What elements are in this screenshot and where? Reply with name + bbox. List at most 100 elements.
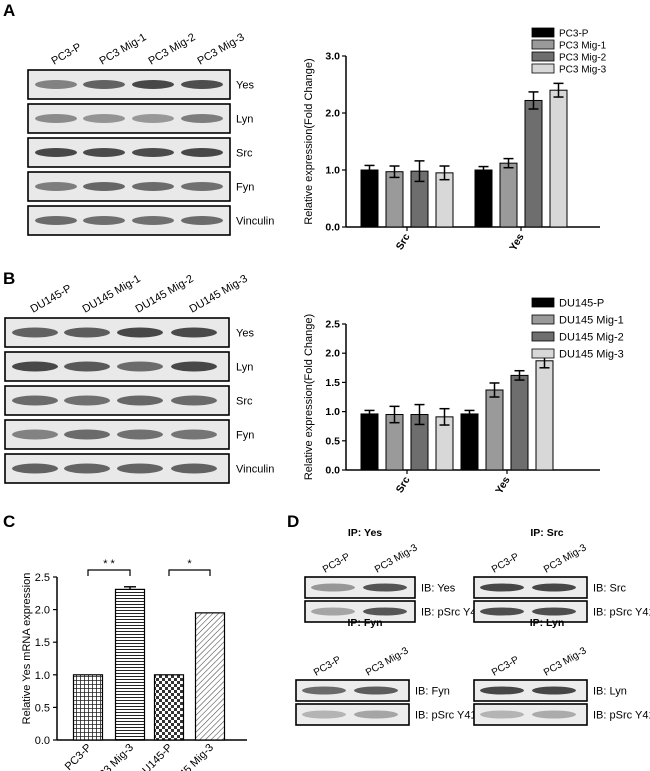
chart-b-ytick-label: 0.0: [325, 465, 340, 477]
blot-b-lane-label-1: DU145-P: [29, 283, 74, 316]
chart-a-legend-swatch-2: [531, 39, 555, 50]
chart-a-bar-yes-pc3-mig-2: [524, 99, 543, 228]
blot-b-row-label-yes: Yes: [236, 328, 254, 340]
ip-ip-src-strip-2: [473, 600, 588, 623]
blot-b-band-vinculin-2: [64, 463, 110, 474]
chart-c-ytick-label: 2.0: [35, 605, 50, 617]
chart-a-bar-src-pc3-mig-3: [435, 172, 454, 228]
blot-a-row-label-lyn: Lyn: [236, 114, 253, 126]
blot-a-band-lyn-2: [83, 114, 125, 123]
blot-b-band-fyn-2: [64, 429, 110, 440]
ip-ip-src-lane-label-1: PC3-P: [490, 551, 521, 575]
ip-ip-fyn-lane-label-1: PC3-P: [312, 654, 343, 678]
chart-b-y-label: Relative expression(Fold Change): [303, 314, 315, 480]
ip-ip-src-band-1-2: [532, 583, 576, 592]
ip-ip-lyn-band-2-2: [532, 710, 576, 719]
blot-b-band-fyn-4: [171, 429, 217, 440]
blot-a-band-yes-3: [132, 80, 174, 89]
chart-c-ytick-label: 0.0: [35, 735, 50, 747]
ip-ip-yes-row-label-1: IB: Yes: [421, 583, 456, 595]
blot-a-band-lyn-4: [181, 114, 223, 123]
chart-a-bar-yes-pc3-mig-1: [499, 162, 518, 228]
blot-b-band-vinculin-4: [171, 463, 217, 474]
chart-b-legend-label-2: DU145 Mig-1: [559, 315, 624, 327]
ip-ip-yes-row-label-2: IB: pSrc Y416: [421, 607, 489, 619]
blot-a-lane-label-1: PC3-P: [50, 41, 84, 68]
chart-b-xtick-label-yes: Yes: [493, 474, 513, 496]
chart-b-bar-yes-du145-mig-3: [535, 360, 554, 471]
ip-ip-fyn-lane-label-2: PC3 Mig-3: [364, 645, 411, 678]
blot-a-band-yes-4: [181, 80, 223, 89]
chart-a-bar-yes-pc3-p: [474, 169, 493, 228]
ip-ip-yes-strip-2: [304, 600, 416, 623]
chart-a-legend-swatch-1: [531, 27, 555, 38]
blot-b-lane-label-2: DU145 Mig-1: [81, 273, 143, 316]
chart-b-xtick-label-src: Src: [394, 474, 413, 495]
chart-a-bar-src-pc3-mig-1: [385, 171, 404, 228]
chart-b-bar-yes-du145-mig-1: [485, 389, 504, 471]
chart-c-bar-du145-mig-3: [194, 612, 226, 741]
blot-a-row-label-vinculin: Vinculin: [236, 216, 274, 228]
chart-b-bar-yes-du145-mig-2: [510, 374, 529, 471]
bar-chart-b: 0.0 0.5 1.0 1.5 2.0 2.5 Relative expression(Fo…: [303, 298, 624, 497]
ip-ip-src-row-label-1: IB: Src: [593, 583, 627, 595]
ip-ip-src-row-label-2: IB: pSrc Y416: [593, 607, 650, 619]
chart-a-xtick-label-yes: Yes: [507, 231, 527, 253]
chart-a-legend-label-1: PC3-P: [559, 29, 589, 40]
blot-b-row-label-vinculin: Vinculin: [236, 464, 274, 476]
ip-ip-fyn-title: IP: Fyn: [347, 617, 382, 629]
blot-a-band-lyn-3: [132, 114, 174, 123]
chart-a-y-label: Relative expression(Fold Change): [303, 58, 315, 224]
ip-ip-lyn-lane-label-1: PC3-P: [490, 654, 521, 678]
chart-b-ytick-label: 0.5: [325, 435, 340, 447]
ip-ip-yes-title: IP: Yes: [348, 527, 382, 539]
chart-c-y-label: Relative Yes mRNA expression: [21, 573, 33, 725]
ip-ip-src-lane-label-2: PC3 Mig-3: [542, 542, 589, 575]
chart-a-ytick-label: 2.0: [325, 108, 340, 120]
blot-a-lane-label-4: PC3 Mig-3: [196, 31, 247, 67]
blot-a-row-label-src: Src: [236, 148, 253, 160]
chart-a-legend-label-4: PC3 Mig-3: [559, 65, 607, 76]
chart-c-ytick-label: 1.5: [35, 637, 50, 649]
chart-b-legend-swatch-4: [531, 348, 555, 359]
blot-a-band-src-3: [132, 148, 174, 157]
chart-c-ytick-label: 0.5: [35, 702, 50, 714]
chart-b-ytick-label: 2.5: [325, 319, 340, 331]
chart-b-legend-swatch-1: [531, 297, 555, 308]
ip-blots-d: IP: Yes PC3-P PC3 Mig-3 IB: Yes IB: pSrc Y41…: [295, 527, 650, 726]
blot-a-band-src-4: [181, 148, 223, 157]
chart-a-legend-label-2: PC3 Mig-1: [559, 41, 607, 52]
ip-ip-lyn-band-1-1: [480, 686, 524, 695]
bar-chart-a: 0.0 1.0 2.0 3.0 Relative expression(Fold Cha…: [303, 27, 607, 253]
blot-b-band-src-4: [171, 395, 217, 406]
chart-b-bar-src-du145-p: [360, 413, 379, 471]
chart-b-ytick-label: 1.0: [325, 406, 340, 418]
ip-ip-lyn-row-label-2: IB: pSrc Y416: [593, 710, 650, 722]
chart-c-xtick-label-du145-p: DU145-P: [135, 742, 175, 771]
ip-ip-lyn-strip-1: [473, 679, 588, 702]
blot-a-row-label-fyn: Fyn: [236, 182, 254, 194]
blot-a-row-label-yes: Yes: [236, 80, 254, 92]
chart-b-legend-label-3: DU145 Mig-2: [559, 332, 624, 344]
blot-b-band-yes-4: [171, 327, 217, 338]
blot-a-band-vinculin-2: [83, 216, 125, 225]
blot-b-band-yes-2: [64, 327, 110, 338]
ip-ip-fyn-band-2-2: [354, 710, 398, 719]
blot-b-band-vinculin-1: [12, 463, 58, 474]
blot-b-band-src-2: [64, 395, 110, 406]
ip-ip-yes-band-1-2: [363, 583, 407, 592]
blot-b-band-src-3: [117, 395, 163, 406]
chart-c-bar-du145-p: [153, 674, 185, 741]
blot-a-band-fyn-1: [35, 182, 77, 191]
chart-b-ytick-label: 1.5: [325, 377, 340, 389]
blot-b-band-yes-3: [117, 327, 163, 338]
blot-b-row-label-lyn: Lyn: [236, 362, 253, 374]
chart-c-significance-bracket-1: [87, 569, 131, 576]
blot-b-lane-label-4: DU145 Mig-3: [188, 273, 250, 316]
blot-a-band-yes-2: [83, 80, 125, 89]
ip-ip-yes-strip-1: [304, 576, 416, 599]
ip-ip-yes-band-2-1: [311, 607, 355, 616]
